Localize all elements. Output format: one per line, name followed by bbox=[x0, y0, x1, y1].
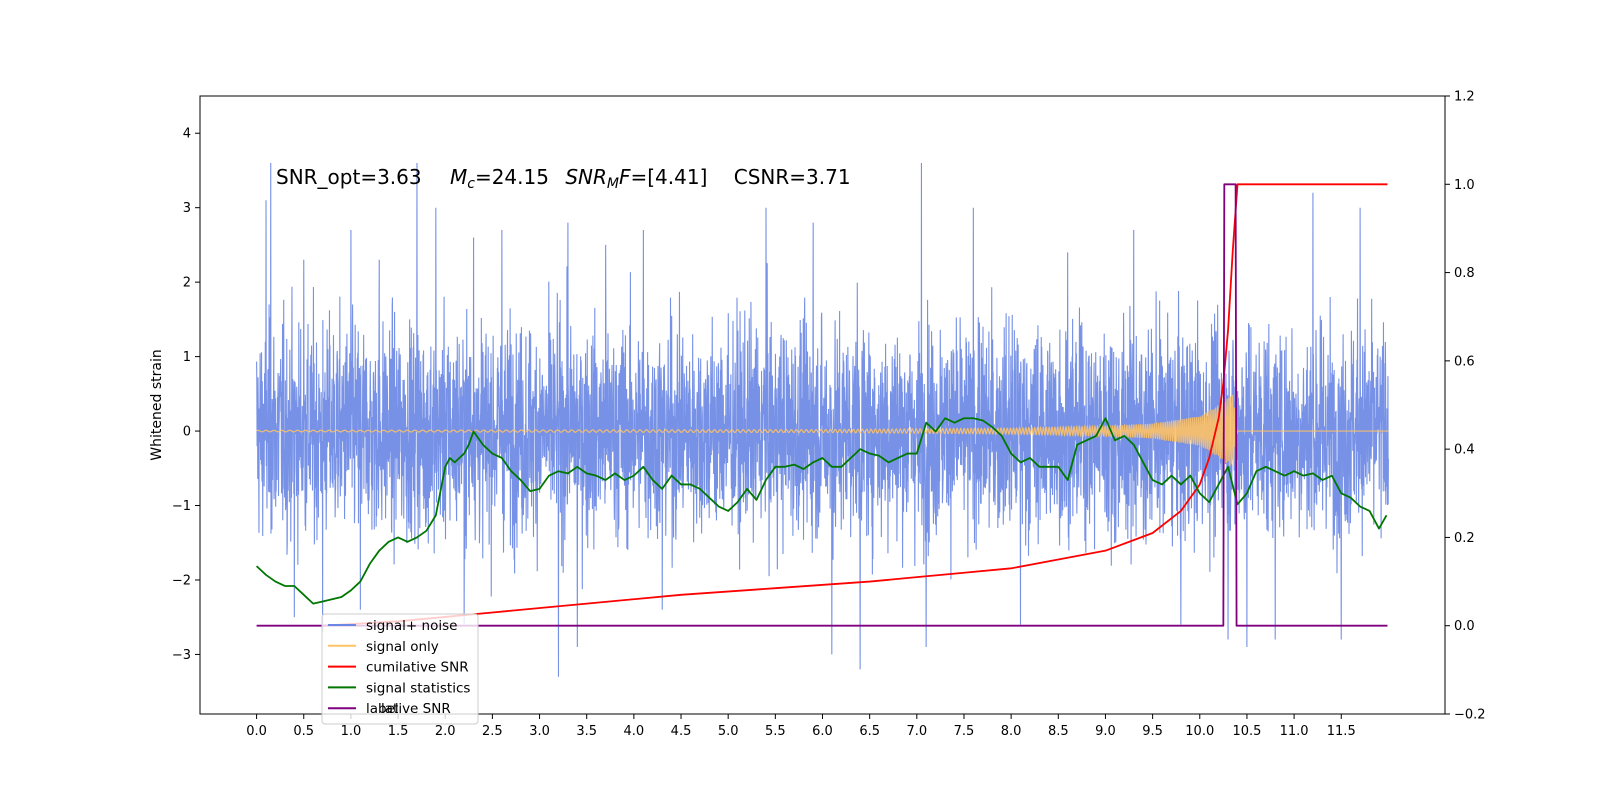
legend-label: signal+ noise bbox=[366, 618, 457, 634]
y-tick-label-right: 1.2 bbox=[1454, 90, 1475, 105]
x-tick-label: 4.5 bbox=[671, 724, 692, 739]
y-tick-label-left: −2 bbox=[172, 573, 191, 588]
legend: lative SNR signal+ noise signal only cumil… bbox=[321, 613, 479, 725]
legend-label: label bbox=[366, 701, 399, 717]
annotation-snrmf-f: F bbox=[619, 165, 631, 189]
annotation-mc-sub: c bbox=[467, 176, 475, 192]
y-tick-label-left: 0 bbox=[183, 425, 191, 440]
x-tick-label: 6.0 bbox=[812, 724, 833, 739]
y-tick-label-right: 0.2 bbox=[1454, 531, 1475, 546]
legend-label: cumilative SNR bbox=[366, 660, 469, 676]
annotation-snrmf-sub: M bbox=[607, 176, 619, 192]
x-tick-label: 2.0 bbox=[435, 724, 456, 739]
annotation-csnr: CSNR=3.71 bbox=[734, 165, 851, 189]
x-tick-label: 9.5 bbox=[1142, 724, 1163, 739]
y-tick-label-left: −3 bbox=[172, 648, 191, 663]
x-tick-label: 8.0 bbox=[1001, 724, 1022, 739]
y-tick-label-right: 0.6 bbox=[1454, 354, 1475, 369]
annotation-snrmf-value: =[4.41] bbox=[631, 165, 708, 189]
x-tick-label: 6.5 bbox=[859, 724, 880, 739]
x-tick-label: 11.0 bbox=[1280, 724, 1309, 739]
x-tick-label: 4.0 bbox=[624, 724, 645, 739]
annotation-mc-value: =24.15 bbox=[475, 165, 549, 189]
y-tick-label-left: 2 bbox=[183, 276, 191, 291]
x-tick-label: 11.5 bbox=[1327, 724, 1356, 739]
y-tick-label-right: 1.0 bbox=[1454, 178, 1475, 193]
y-tick-label-left: 1 bbox=[183, 350, 191, 365]
y-tick-label-right: 0.4 bbox=[1454, 443, 1475, 458]
y-tick-label-right: 0.8 bbox=[1454, 266, 1475, 281]
x-tick-label: 2.5 bbox=[482, 724, 503, 739]
x-tick-label: 10.0 bbox=[1185, 724, 1214, 739]
x-tick-label: 1.0 bbox=[341, 724, 362, 739]
series-label bbox=[256, 183, 1388, 627]
annotation-mc-symbol: M bbox=[450, 165, 467, 189]
annotation-snr-opt: SNR_opt=3.63 bbox=[276, 165, 422, 189]
chart-annotation: SNR_opt=3.63 Mc=24.15 SNRMF=[4.41] CSNR=… bbox=[276, 165, 851, 192]
x-tick-label: 0.0 bbox=[246, 724, 267, 739]
x-tick-label: 0.5 bbox=[293, 724, 314, 739]
y-tick-label-right: −0.2 bbox=[1454, 708, 1486, 723]
x-tick-label: 8.5 bbox=[1048, 724, 1069, 739]
x-tick-label: 5.5 bbox=[765, 724, 786, 739]
x-tick-label: 10.5 bbox=[1232, 724, 1261, 739]
x-tick-label: 1.5 bbox=[388, 724, 409, 739]
series-signal-noise bbox=[256, 163, 1389, 677]
y-tick-label-left: −1 bbox=[172, 499, 191, 514]
legend-box bbox=[321, 613, 479, 725]
y-tick-label-left: 3 bbox=[183, 201, 191, 216]
x-tick-label: 3.0 bbox=[529, 724, 550, 739]
x-tick-label: 3.5 bbox=[576, 724, 597, 739]
legend-ghost-text: lative SNR bbox=[381, 701, 451, 717]
annotation-snrmf-symbol: SNR bbox=[565, 165, 607, 189]
y-tick-label-right: 0.0 bbox=[1454, 619, 1475, 634]
x-tick-label: 7.5 bbox=[954, 724, 975, 739]
x-tick-label: 9.0 bbox=[1095, 724, 1116, 739]
y-axis-label: Whitened strain bbox=[149, 349, 165, 460]
series-signal-statistics bbox=[255, 417, 1388, 605]
legend-label: signal only bbox=[366, 639, 439, 655]
legend-label: signal statistics bbox=[366, 680, 470, 696]
series-signal-only bbox=[256, 394, 1389, 467]
x-tick-label: 5.0 bbox=[718, 724, 739, 739]
x-tick-label: 7.0 bbox=[906, 724, 927, 739]
series-cumulative-snr bbox=[322, 183, 1388, 627]
y-tick-label-left: 4 bbox=[183, 127, 191, 142]
